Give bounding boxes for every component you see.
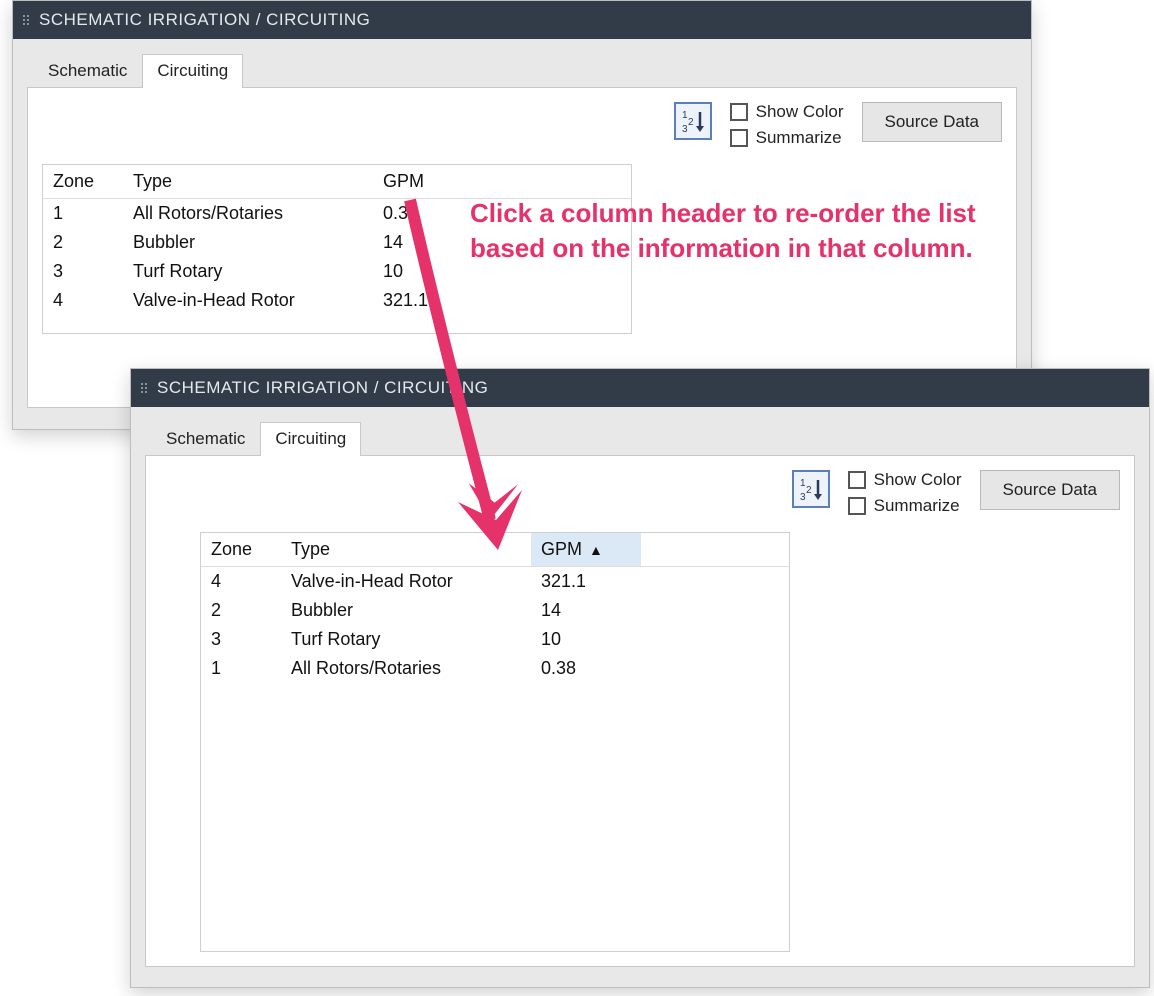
- checkbox-show-color[interactable]: Show Color: [848, 470, 962, 490]
- cell-gpm: 0.38: [531, 654, 641, 683]
- table-row[interactable]: 1 All Rotors/Rotaries 0.38: [201, 654, 789, 683]
- table-row[interactable]: 3 Turf Rotary 10: [43, 257, 631, 286]
- sort-order-button[interactable]: 1 2 3: [674, 102, 712, 140]
- cell-zone: 2: [201, 596, 281, 625]
- source-data-button[interactable]: Source Data: [862, 102, 1003, 142]
- column-header-type[interactable]: Type: [281, 533, 531, 567]
- cell-zone: 2: [43, 228, 123, 257]
- cell-gpm: 10: [373, 257, 483, 286]
- column-header-spacer: [641, 533, 789, 567]
- cell-zone: 3: [201, 625, 281, 654]
- table-row[interactable]: 4 Valve-in-Head Rotor 321.1: [43, 286, 631, 315]
- column-header-zone[interactable]: Zone: [201, 533, 281, 567]
- checkbox-label: Show Color: [874, 470, 962, 490]
- svg-text:2: 2: [688, 117, 694, 128]
- table-row[interactable]: 2 Bubbler 14: [43, 228, 631, 257]
- zone-table: Zone Type GPM ▲ 4 Valve-in-Head R: [201, 533, 789, 683]
- cell-type: All Rotors/Rotaries: [281, 654, 531, 683]
- svg-text:2: 2: [806, 485, 812, 496]
- cell-gpm: 10: [531, 625, 641, 654]
- drag-grip-icon: [23, 15, 29, 25]
- sort-ascending-icon: ▲: [589, 542, 603, 558]
- table-row[interactable]: 2 Bubbler 14: [201, 596, 789, 625]
- cell-type: Turf Rotary: [281, 625, 531, 654]
- cell-zone: 4: [43, 286, 123, 315]
- tab-schematic[interactable]: Schematic: [33, 54, 142, 88]
- column-header-gpm[interactable]: GPM ▲: [531, 533, 641, 567]
- button-label: Source Data: [1003, 480, 1098, 500]
- circuiting-panel: 1 2 3 Show Color Summarize: [145, 456, 1135, 967]
- zone-table-container: Zone Type GPM ▲ 4 Valve-in-Head R: [200, 532, 790, 952]
- titlebar[interactable]: SCHEMATIC IRRIGATION / CIRCUITING: [131, 369, 1149, 407]
- column-header-zone[interactable]: Zone: [43, 165, 123, 199]
- cell-gpm: 14: [373, 228, 483, 257]
- table-row[interactable]: 1 All Rotors/Rotaries 0.38: [43, 199, 631, 229]
- tabs: Schematic Circuiting: [145, 421, 1135, 456]
- source-data-button[interactable]: Source Data: [980, 470, 1121, 510]
- checkbox-group: Show Color Summarize: [730, 102, 844, 148]
- cell-gpm: 0.38: [373, 199, 483, 229]
- sort-numeric-icon: 1 2 3: [680, 108, 706, 134]
- circuiting-panel: 1 2 3 Show Color Summarize: [27, 88, 1017, 408]
- cell-type: Valve-in-Head Rotor: [123, 286, 373, 315]
- table-row[interactable]: 3 Turf Rotary 10: [201, 625, 789, 654]
- sort-numeric-icon: 1 2 3: [798, 476, 824, 502]
- checkbox-label: Summarize: [874, 496, 960, 516]
- sort-order-button[interactable]: 1 2 3: [792, 470, 830, 508]
- cell-type: Turf Rotary: [123, 257, 373, 286]
- column-label: GPM: [541, 539, 582, 559]
- panel-toolbar: 1 2 3 Show Color Summarize: [42, 102, 1002, 154]
- window-2: SCHEMATIC IRRIGATION / CIRCUITING Schema…: [130, 368, 1150, 988]
- cell-zone: 1: [201, 654, 281, 683]
- zone-table-container: Zone Type GPM 1 All Rotors/Rotaries 0.38: [42, 164, 632, 334]
- window-title: SCHEMATIC IRRIGATION / CIRCUITING: [157, 378, 488, 398]
- svg-text:3: 3: [800, 492, 806, 502]
- checkbox-icon: [848, 471, 866, 489]
- checkbox-group: Show Color Summarize: [848, 470, 962, 516]
- column-header-gpm[interactable]: GPM: [373, 165, 483, 199]
- tab-circuiting[interactable]: Circuiting: [142, 54, 243, 88]
- cell-type: Bubbler: [123, 228, 373, 257]
- cell-gpm: 14: [531, 596, 641, 625]
- cell-gpm: 321.1: [373, 286, 483, 315]
- tab-circuiting[interactable]: Circuiting: [260, 422, 361, 456]
- window-1: SCHEMATIC IRRIGATION / CIRCUITING Schema…: [12, 0, 1032, 430]
- button-label: Source Data: [885, 112, 980, 132]
- column-header-type[interactable]: Type: [123, 165, 373, 199]
- cell-zone: 4: [201, 567, 281, 597]
- checkbox-icon: [730, 103, 748, 121]
- checkbox-icon: [848, 497, 866, 515]
- checkbox-summarize[interactable]: Summarize: [730, 128, 844, 148]
- panel-toolbar: 1 2 3 Show Color Summarize: [160, 470, 1120, 522]
- checkbox-summarize[interactable]: Summarize: [848, 496, 962, 516]
- drag-grip-icon: [141, 383, 147, 393]
- zone-table: Zone Type GPM 1 All Rotors/Rotaries 0.38: [43, 165, 631, 315]
- checkbox-show-color[interactable]: Show Color: [730, 102, 844, 122]
- checkbox-icon: [730, 129, 748, 147]
- cell-type: Bubbler: [281, 596, 531, 625]
- checkbox-label: Show Color: [756, 102, 844, 122]
- cell-zone: 3: [43, 257, 123, 286]
- tab-schematic[interactable]: Schematic: [151, 422, 260, 456]
- tabs: Schematic Circuiting: [27, 53, 1017, 88]
- cell-type: Valve-in-Head Rotor: [281, 567, 531, 597]
- column-header-spacer: [483, 165, 631, 199]
- cell-type: All Rotors/Rotaries: [123, 199, 373, 229]
- svg-text:3: 3: [682, 124, 688, 134]
- window-content: Schematic Circuiting 1 2 3: [131, 407, 1149, 981]
- cell-gpm: 321.1: [531, 567, 641, 597]
- titlebar[interactable]: SCHEMATIC IRRIGATION / CIRCUITING: [13, 1, 1031, 39]
- table-row[interactable]: 4 Valve-in-Head Rotor 321.1: [201, 567, 789, 597]
- window-title: SCHEMATIC IRRIGATION / CIRCUITING: [39, 10, 370, 30]
- cell-zone: 1: [43, 199, 123, 229]
- checkbox-label: Summarize: [756, 128, 842, 148]
- window-content: Schematic Circuiting 1 2 3: [13, 39, 1031, 422]
